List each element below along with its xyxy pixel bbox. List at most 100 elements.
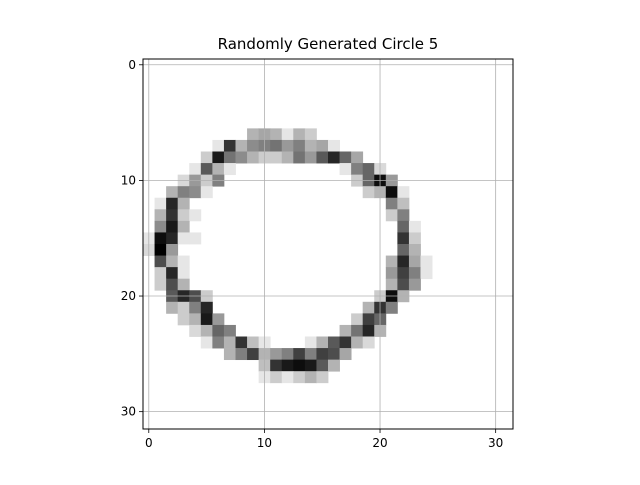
heatmap-cell [351, 324, 364, 337]
heatmap-cell [212, 336, 225, 349]
heatmap-cell [189, 163, 202, 176]
heatmap-cell [200, 151, 213, 164]
heatmap-cell [351, 163, 364, 176]
heatmap-cell [166, 197, 179, 210]
heatmap-cell [362, 324, 375, 337]
heatmap-cell [270, 359, 283, 372]
heatmap-cell [247, 139, 260, 152]
heatmap-cell [397, 244, 410, 256]
heatmap-cell [223, 324, 236, 337]
heatmap-cell [154, 267, 167, 280]
heatmap-cell [328, 139, 340, 152]
heatmap-cell [420, 255, 433, 268]
heatmap-cell [154, 232, 167, 245]
x-tick-label: 0 [145, 436, 153, 450]
heatmap-cell [281, 151, 294, 164]
heatmap-cell [397, 267, 410, 280]
heatmap-cell [235, 348, 248, 361]
heatmap-cell [397, 220, 410, 233]
chart-title: Randomly Generated Circle 5 [218, 35, 439, 53]
y-tick-label: 20 [121, 289, 136, 303]
heatmap-cell [362, 313, 375, 326]
heatmap-cell [408, 278, 421, 291]
heatmap-cell [223, 151, 236, 164]
heatmap-cell [397, 255, 410, 268]
plot-frame [142, 58, 514, 430]
heatmap-cell [235, 336, 248, 349]
heatmap-cell [328, 151, 340, 164]
heatmap-cell [397, 278, 410, 291]
heatmap-cell [166, 220, 179, 233]
heatmap-cell [166, 301, 179, 314]
heatmap-cell [200, 336, 213, 349]
heatmap-cell [189, 301, 202, 314]
heatmap-cell [385, 255, 398, 268]
heatmap-cell [154, 244, 167, 256]
x-tick-label: 20 [372, 436, 387, 450]
heatmap-cell [339, 336, 352, 349]
heatmap-cell [362, 163, 375, 176]
heatmap-cell [189, 313, 202, 326]
heatmap-cell [304, 371, 317, 384]
heatmap-cell [362, 186, 375, 199]
heatmap-cell [362, 336, 375, 349]
heatmap-cell [189, 324, 202, 337]
grid-layer [143, 59, 513, 429]
heatmap-cell [166, 209, 179, 222]
heatmap-cell [200, 313, 213, 326]
heatmap-cell [328, 359, 340, 372]
heatmap-cell [200, 301, 213, 314]
heatmap-cell [385, 267, 398, 280]
heatmap-cell [304, 336, 317, 349]
heatmap-cell [189, 186, 202, 199]
heatmap-cell [223, 139, 236, 152]
heatmap-cell [385, 197, 398, 210]
heatmap-cell [420, 267, 433, 280]
heatmap-cell [281, 348, 294, 361]
heatmap-cell [281, 128, 294, 141]
heatmap-cell [339, 324, 352, 337]
heatmap-cell [408, 220, 421, 233]
heatmap-cell [177, 220, 190, 233]
heatmap-cell [281, 359, 294, 372]
heatmap-cell [235, 151, 248, 164]
heatmap-cell [385, 186, 398, 199]
heatmap-cell [166, 232, 179, 245]
heatmap-cell [385, 301, 398, 314]
heatmap-cell [166, 186, 179, 199]
heatmap-cell [154, 209, 167, 222]
heatmap-cell [189, 232, 202, 245]
heatmap-cell [339, 151, 352, 164]
heatmap-cell [408, 244, 421, 256]
heatmap-cell [154, 278, 167, 291]
heatmap-cell [177, 186, 190, 199]
heatmap-cell [270, 348, 283, 361]
x-tick-label: 30 [488, 436, 503, 450]
heatmap-cell [223, 163, 236, 176]
heatmap-cell [339, 163, 352, 176]
heatmap-cell [397, 209, 410, 222]
heatmap-cell [316, 336, 329, 349]
heatmap-cell [247, 348, 260, 361]
heatmap-cell [281, 371, 294, 384]
heatmap-cell [408, 255, 421, 268]
heatmap-cell [339, 348, 352, 361]
heatmap-cell [223, 336, 236, 349]
heatmap-cell [270, 371, 283, 384]
heatmap-cell [316, 371, 329, 384]
heatmap-cell [293, 348, 306, 361]
heatmap-cell [351, 313, 364, 326]
heatmap-cell [362, 301, 375, 314]
heatmap-cell [304, 139, 317, 152]
heatmap-cell [212, 151, 225, 164]
heatmap-cell [351, 336, 364, 349]
heatmap-cell [247, 128, 260, 141]
heatmap-cell [304, 359, 317, 372]
heatmap-cell [293, 139, 306, 152]
heatmap-cell [154, 197, 167, 210]
heatmap-cell [166, 244, 179, 256]
heatmap-cell [154, 220, 167, 233]
heatmap-cell [177, 255, 190, 268]
